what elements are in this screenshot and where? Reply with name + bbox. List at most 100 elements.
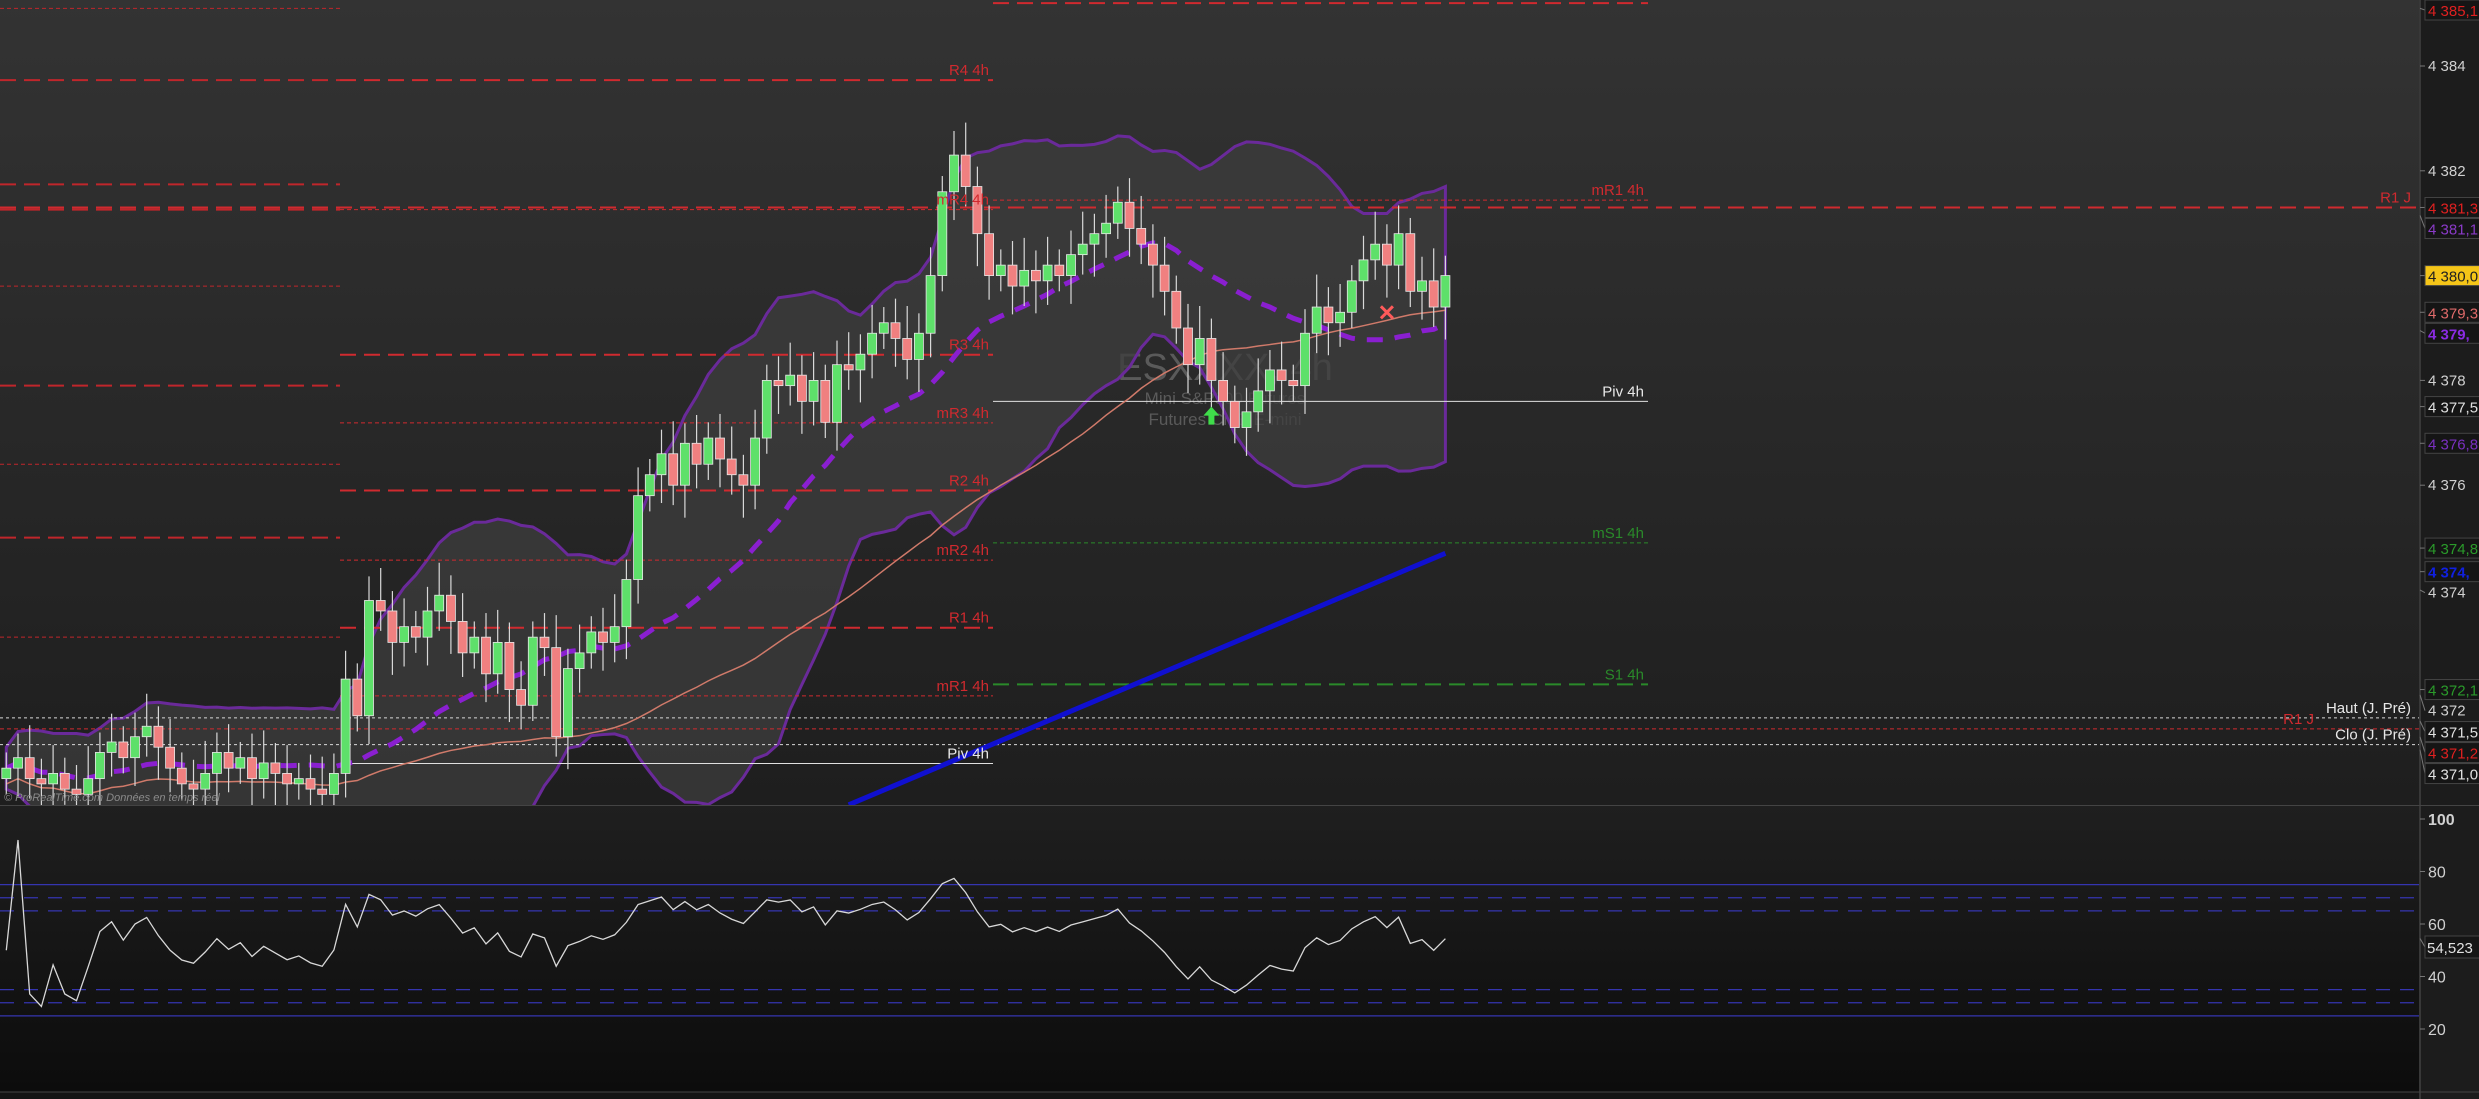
- candle: [235, 741, 246, 784]
- candle: [410, 610, 421, 653]
- candle-body: [1358, 259, 1369, 282]
- candle-body: [609, 626, 620, 643]
- price-tag-label: 4 371,5: [2428, 725, 2478, 742]
- level-label: R1 J: [2283, 711, 2314, 728]
- candle: [902, 305, 913, 380]
- level-label: mS1 4h: [1592, 525, 1644, 542]
- candle-body: [48, 773, 58, 785]
- candle-body: [1405, 233, 1416, 292]
- price-tag-label: 4 374,: [2428, 565, 2470, 582]
- candle: [960, 122, 971, 207]
- candle-body: [130, 736, 140, 759]
- candle-body: [656, 453, 667, 476]
- candle-body: [598, 631, 608, 643]
- candle: [1241, 387, 1252, 456]
- candle-body: [668, 453, 679, 486]
- candle-body: [1335, 311, 1345, 324]
- candle: [1393, 205, 1404, 290]
- candle-body: [211, 752, 222, 774]
- price-tag-pointer: [2419, 736, 2426, 753]
- candle: [726, 426, 737, 495]
- candle: [715, 413, 725, 488]
- candle-body: [293, 778, 304, 785]
- candle-body: [878, 322, 889, 334]
- candle-body: [270, 762, 281, 774]
- candle: [1428, 248, 1439, 327]
- candle-body: [937, 191, 948, 276]
- candle-body: [235, 757, 246, 769]
- candle: [797, 355, 807, 434]
- candle: [317, 756, 328, 805]
- candle: [1288, 364, 1299, 402]
- candle-body: [469, 636, 480, 654]
- candle-body: [1066, 254, 1076, 276]
- price-tag-label: 4 385,1: [2428, 3, 2478, 20]
- candle: [1194, 305, 1205, 385]
- level-label: R4 4h: [949, 62, 989, 79]
- level-label: Clo (J. Pré): [2335, 727, 2411, 744]
- level-label: S1 4h: [1605, 666, 1644, 683]
- price-tag-label: 4 377,5: [2428, 400, 2478, 417]
- candle: [1311, 274, 1322, 354]
- candle-body: [340, 678, 351, 774]
- candle-body: [820, 379, 831, 423]
- candle-body: [24, 757, 35, 780]
- level-label: mR2 4h: [936, 542, 989, 559]
- level-label: mR1 4h: [936, 678, 989, 695]
- candle: [48, 745, 58, 805]
- candle: [211, 732, 222, 805]
- rsi-tick-label: 40: [2428, 970, 2446, 987]
- candle-body: [633, 495, 643, 580]
- candle: [878, 307, 889, 349]
- candle-body: [902, 338, 913, 360]
- candle-body: [738, 474, 749, 486]
- candle: [937, 176, 948, 292]
- candle-body: [83, 778, 94, 795]
- price-tag: [2424, 301, 2479, 323]
- candle: [703, 422, 714, 480]
- candle: [59, 757, 70, 805]
- candle: [1019, 237, 1030, 306]
- candle-body: [258, 762, 269, 780]
- candle-body: [1206, 338, 1217, 381]
- candle-body: [539, 636, 550, 649]
- candle-body: [1428, 280, 1439, 308]
- candle: [855, 334, 866, 403]
- level-label: mR1 4h: [1591, 182, 1644, 199]
- candle: [761, 364, 772, 454]
- candle-body: [1253, 390, 1264, 413]
- price-tick-label: 4 382: [2428, 163, 2466, 180]
- candle: [574, 624, 585, 693]
- level-label: R1 4h: [949, 610, 989, 627]
- candle-body: [118, 741, 129, 759]
- candle: [539, 613, 550, 676]
- candle-body: [960, 154, 971, 187]
- price-tag-label: 4 371,0: [2428, 767, 2478, 784]
- candle: [1159, 236, 1170, 316]
- rsi-tick-label: 100: [2428, 812, 2455, 829]
- rsi-line: [5, 839, 1446, 1008]
- rsi-panel-bg: [0, 806, 2419, 1092]
- candle-body: [200, 773, 211, 790]
- candle: [422, 586, 433, 666]
- price-tag: [2424, 721, 2479, 743]
- candle-body: [680, 442, 690, 486]
- candle-body: [574, 652, 585, 670]
- price-tag: [2424, 432, 2479, 454]
- candle: [118, 726, 129, 774]
- candle: [598, 607, 608, 671]
- level-label: Piv 4h: [1602, 383, 1644, 400]
- candle: [1089, 213, 1100, 277]
- candle: [223, 724, 234, 793]
- candle-body: [890, 322, 901, 339]
- candle-body: [165, 746, 176, 769]
- candle-body: [1241, 411, 1252, 428]
- candle-body: [1311, 306, 1322, 334]
- candle: [1066, 230, 1076, 304]
- level-label: Haut (J. Pré): [2326, 700, 2411, 717]
- candle: [516, 661, 526, 730]
- candle: [563, 648, 573, 770]
- candle: [551, 615, 562, 757]
- candle: [352, 663, 363, 732]
